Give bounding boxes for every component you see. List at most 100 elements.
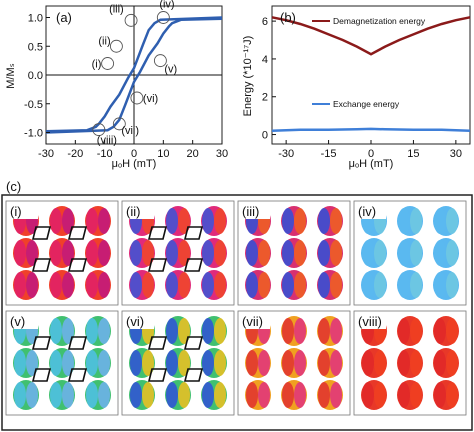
nanodot-right-domain [214,318,226,344]
nanodot-left-domain [50,208,62,234]
panel-b-xtick-label: -15 [321,148,337,160]
nanodot-left-domain [398,272,410,298]
nanodot [85,380,111,410]
nanodot-left-domain [318,272,330,298]
nanodot-right-domain [178,318,190,344]
panel-a-marker-circle [92,123,106,137]
nanodot [317,238,343,268]
chirality-arrow [67,226,88,240]
nanodot-left-domain [282,318,294,344]
panel-b-ytick-label: 4 [262,54,268,66]
snapshot-cell: (v) [5,310,119,416]
nanodot [49,348,75,378]
nanodot-left-domain [50,350,62,376]
nanodot-right-domain [410,318,422,344]
nanodot-left-domain [318,208,330,234]
nanodot-right-domain [98,318,110,344]
nanodot-right-domain [294,208,306,234]
panel-a-marker-circle [156,11,170,24]
snapshot-cell: (iv) [353,200,467,306]
nanodot-left-domain [282,240,294,266]
nanodot-left-domain [14,382,26,408]
nanodot [49,238,75,268]
chirality-arrow [147,226,168,240]
nanodot-left-domain [130,272,142,298]
nanodot-left-domain [434,272,446,298]
nanodot-left-domain [86,382,98,408]
chirality-arrow [147,336,168,350]
panel-a-label: (a) [56,10,72,25]
nanodot-left-domain [434,208,446,234]
chirality-arrow [183,226,204,240]
nanodot-right-domain [142,382,154,408]
panel-b-xtick-label: 30 [450,148,462,160]
nanodot [201,270,227,300]
chirality-arrow [31,368,52,382]
cell-label: (viii) [358,314,382,329]
nanodot [397,206,423,236]
nanodot-right-domain [330,382,342,408]
nanodot-right-domain [98,240,110,266]
panel-a-marker-circle [153,54,167,68]
nanodot [317,380,343,410]
panel-a-xtick-label: 30 [216,148,228,160]
nanodot-left-domain [166,208,178,234]
nanodot [397,270,423,300]
nanodot-left-domain [202,318,214,344]
panel-c-frame [1,194,473,431]
nanodot-right-domain [178,208,190,234]
nanodot [361,348,387,378]
nanodot-right-domain [410,350,422,376]
nanodot [165,270,191,300]
nanodot [245,270,271,300]
nanodot-right-domain [374,382,386,408]
nanodot-right-domain [330,240,342,266]
nanodot [129,380,155,410]
nanodot-left-domain [362,350,374,376]
panel-c-label: (c) [6,179,21,194]
nanodot-right-domain [258,240,270,266]
cell-label-bg [356,313,386,329]
cell-label-bg [240,313,270,329]
nanodot-right-domain [330,208,342,234]
nanodot [317,206,343,236]
nanodot-left-domain [86,272,98,298]
nanodot-right-domain [294,272,306,298]
panel-a-marker-circle [112,117,126,131]
nanodot-right-domain [330,272,342,298]
nanodot-left-domain [14,272,26,298]
nanodot [361,270,387,300]
cell-label: (v) [10,314,25,329]
panel-a-ytick-label: 0.5 [28,41,43,53]
panel-a-ylabel: M/Mₛ [5,63,17,89]
nanodot-right-domain [62,208,74,234]
nanodot [281,380,307,410]
nanodot-left-domain [282,350,294,376]
nanodot-right-domain [178,272,190,298]
nanodot-left-domain [166,382,178,408]
panel-a-ytick-label: -0.5 [24,99,43,111]
snapshot-cell: (i) [5,200,119,306]
nanodot [85,270,111,300]
panel-b-xlabel: μₒH (mT) [349,158,394,170]
nanodot [201,238,227,268]
nanodot-right-domain [62,318,74,344]
chirality-arrow [183,258,204,272]
panel-a-ytick-label: 1.0 [28,13,43,25]
cell-label-bg [8,203,38,219]
panel-b-label: (b) [280,10,296,25]
nanodot [433,316,459,346]
nanodot [85,238,111,268]
nanodot-right-domain [294,318,306,344]
nanodot [397,316,423,346]
panel-a-marker-circle [101,57,115,70]
snapshot-cell: (viii) [353,310,467,416]
nanodot-right-domain [142,350,154,376]
panel-a-marker-label: (vii) [121,125,139,137]
panel-a-xtick-label: -10 [97,148,113,160]
nanodot-right-domain [214,350,226,376]
panel-b: -30 -15 0 15 30 0 2 4 6 (b) μₒH (mT) Energy (*10… [242,5,471,170]
nanodot-left-domain [202,350,214,376]
chirality-arrow [67,258,88,272]
